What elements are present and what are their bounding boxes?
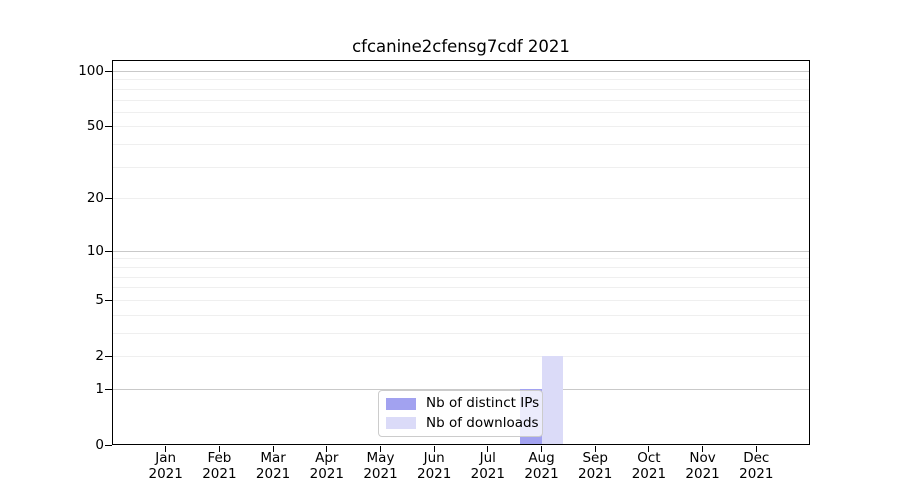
y-tick-2 (105, 356, 112, 357)
x-tick-oct (648, 446, 650, 452)
major-gridline-10 (113, 250, 809, 252)
x-tick-label-mar: Mar 2021 (241, 450, 305, 482)
legend-swatch-icon (386, 397, 416, 410)
minor-gridline-60 (113, 111, 809, 113)
minor-gridline-20 (113, 198, 809, 200)
x-tick-label-jul: Jul 2021 (456, 450, 520, 482)
y-tick-1 (105, 389, 112, 390)
x-tick-month: May (366, 450, 395, 466)
x-tick-year: 2021 (148, 466, 183, 482)
x-tick-year: 2021 (255, 466, 291, 482)
x-tick-label-jan: Jan 2021 (134, 450, 198, 482)
x-tick-month: Feb (207, 450, 232, 466)
x-tick-label-apr: Apr 2021 (295, 450, 359, 482)
minor-gridline-9 (113, 258, 809, 260)
minor-gridline-80 (113, 88, 809, 90)
minor-gridline-30 (113, 166, 809, 168)
x-tick-year: 2021 (417, 466, 452, 482)
minor-gridline-8 (113, 266, 809, 268)
x-tick-jan (165, 446, 167, 452)
major-gridline-100 (113, 71, 809, 72)
x-tick-month: Dec (743, 450, 770, 466)
legend-item-nb-of-downloads: Nb of downloads (386, 415, 539, 432)
y-tick-5 (105, 300, 112, 301)
legend-item-nb-of-distinct-ips: Nb of distinct IPs (386, 395, 539, 412)
x-tick-year: 2021 (739, 466, 774, 482)
minor-gridline-4 (113, 314, 809, 316)
minor-gridline-70 (113, 99, 809, 101)
x-tick-label-sep: Sep 2021 (563, 450, 627, 482)
x-tick-may (380, 446, 381, 452)
bar-aug-nb-of-downloads (541, 356, 563, 444)
y-tick-label-10: 10 (86, 242, 104, 259)
x-tick-year: 2021 (309, 466, 344, 482)
x-tick-jul (487, 446, 489, 452)
x-tick-label-aug: Aug 2021 (510, 450, 574, 482)
x-tick-year: 2021 (578, 466, 613, 482)
x-tick-label-may: May 2021 (349, 450, 413, 482)
x-tick-label-dec: Dec 2021 (724, 450, 788, 482)
x-tick-nov (702, 446, 704, 452)
minor-gridline-90 (113, 79, 809, 81)
minor-gridline-5 (113, 299, 809, 301)
y-tick-label-20: 20 (86, 190, 104, 207)
y-tick-label-50: 50 (86, 118, 104, 135)
legend-swatch-icon (386, 417, 416, 430)
x-tick-month: Sep (582, 450, 608, 466)
y-tick-label-100: 100 (78, 63, 104, 79)
minor-gridline-2 (113, 356, 809, 357)
x-tick-year: 2021 (524, 466, 559, 482)
y-tick-20 (105, 198, 112, 199)
x-tick-label-nov: Nov 2021 (671, 450, 735, 482)
minor-gridline-7 (113, 276, 809, 278)
y-tick-label-0: 0 (95, 437, 104, 453)
minor-gridline-6 (113, 287, 809, 289)
x-tick-month: Nov (689, 450, 716, 466)
y-tick-label-2: 2 (95, 348, 104, 364)
y-tick-label-1: 1 (95, 380, 104, 397)
minor-gridline-50 (113, 126, 809, 128)
x-tick-jun (433, 446, 435, 452)
x-tick-month: Jul (479, 450, 496, 466)
x-tick-aug (541, 446, 542, 452)
x-tick-month: Aug (528, 450, 555, 466)
x-tick-sep (594, 446, 596, 452)
legend-label: Nb of downloads (426, 414, 539, 431)
x-tick-apr (326, 446, 328, 452)
x-tick-year: 2021 (470, 466, 505, 482)
x-tick-year: 2021 (363, 466, 398, 482)
y-tick-50 (105, 126, 112, 127)
chart-title: cfcanine2cfensg7cdf 2021 (352, 37, 570, 56)
y-tick-0 (105, 445, 112, 446)
x-tick-mar (272, 446, 274, 452)
legend-label: Nb of distinct IPs (426, 395, 540, 412)
x-tick-month: Jan (155, 450, 177, 466)
x-tick-month: Oct (637, 450, 661, 466)
y-tick-100 (105, 71, 112, 72)
legend: Nb of distinct IPs Nb of downloads (378, 390, 543, 437)
plot-area (112, 60, 810, 445)
x-tick-year: 2021 (685, 466, 720, 482)
major-gridline-1 (113, 388, 809, 390)
x-tick-label-jun: Jun 2021 (402, 450, 466, 482)
x-tick-dec (755, 446, 757, 452)
x-tick-month: Jun (423, 450, 445, 466)
x-tick-month: Apr (315, 450, 339, 466)
x-tick-year: 2021 (631, 466, 667, 482)
x-tick-feb (218, 446, 220, 452)
x-tick-year: 2021 (202, 466, 237, 482)
x-tick-label-oct: Oct 2021 (617, 450, 681, 482)
x-tick-label-feb: Feb 2021 (187, 450, 251, 482)
x-tick-month: Mar (260, 450, 286, 466)
y-tick-label-5: 5 (95, 291, 104, 308)
minor-gridline-3 (113, 332, 809, 334)
y-tick-10 (105, 251, 112, 252)
minor-gridline-40 (113, 144, 809, 146)
